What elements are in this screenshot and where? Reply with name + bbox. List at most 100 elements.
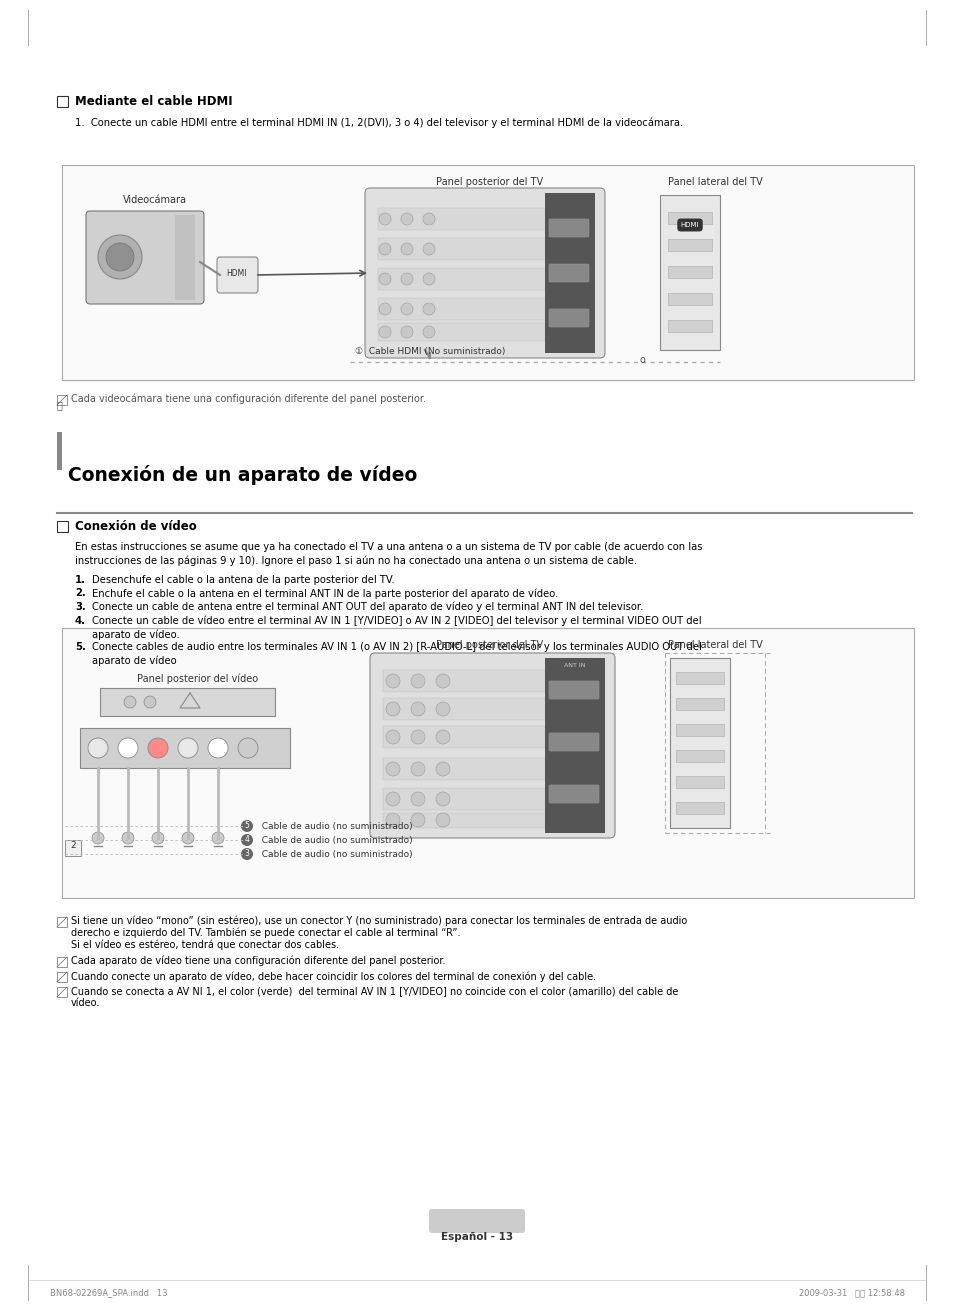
Bar xyxy=(382,814,553,828)
Circle shape xyxy=(386,814,399,827)
Circle shape xyxy=(400,214,413,225)
Bar xyxy=(544,658,604,833)
Text: HDMI: HDMI xyxy=(227,269,247,278)
Text: Videocámara: Videocámara xyxy=(123,195,187,204)
FancyBboxPatch shape xyxy=(86,211,204,304)
Circle shape xyxy=(400,303,413,314)
Circle shape xyxy=(411,793,424,806)
Bar xyxy=(57,96,68,107)
Text: ❓: ❓ xyxy=(57,400,63,410)
Circle shape xyxy=(118,738,138,758)
Text: Panel lateral del TV: Panel lateral del TV xyxy=(667,177,761,187)
Circle shape xyxy=(422,326,435,338)
Text: 1.  Conecte un cable HDMI entre el terminal HDMI IN (1, 2(DVI), 3 o 4) del telev: 1. Conecte un cable HDMI entre el termin… xyxy=(75,118,682,128)
Text: 2: 2 xyxy=(71,841,75,850)
Bar xyxy=(676,802,723,814)
Bar xyxy=(65,840,81,855)
Text: 5.: 5. xyxy=(75,642,86,652)
Circle shape xyxy=(178,738,198,758)
Circle shape xyxy=(386,762,399,776)
Text: Panel lateral del TV: Panel lateral del TV xyxy=(667,641,761,650)
FancyBboxPatch shape xyxy=(548,681,598,700)
Text: 4: 4 xyxy=(244,836,249,845)
FancyBboxPatch shape xyxy=(370,652,615,838)
Circle shape xyxy=(122,832,133,844)
Circle shape xyxy=(400,242,413,255)
Circle shape xyxy=(436,730,450,744)
Bar xyxy=(676,672,723,684)
Bar xyxy=(382,726,553,748)
Bar xyxy=(57,521,68,532)
Text: Cable de audio (no suministrado): Cable de audio (no suministrado) xyxy=(255,849,413,858)
Bar xyxy=(57,958,67,967)
Circle shape xyxy=(378,272,391,286)
Circle shape xyxy=(436,762,450,776)
Text: o: o xyxy=(639,355,645,365)
Circle shape xyxy=(436,675,450,688)
Text: 4.: 4. xyxy=(75,616,86,625)
Text: Desenchufe el cable o la antena de la parte posterior del TV.: Desenchufe el cable o la antena de la pa… xyxy=(91,575,395,586)
Circle shape xyxy=(436,702,450,717)
Circle shape xyxy=(411,702,424,717)
Bar xyxy=(57,972,67,982)
Text: 5: 5 xyxy=(244,821,249,831)
Circle shape xyxy=(144,696,156,707)
Circle shape xyxy=(386,675,399,688)
Circle shape xyxy=(422,272,435,286)
Circle shape xyxy=(212,832,224,844)
Bar xyxy=(382,758,553,779)
Bar xyxy=(80,728,290,768)
Text: Enchufe el cable o la antena en el terminal ANT IN de la parte posterior del apa: Enchufe el cable o la antena en el termi… xyxy=(91,588,558,599)
Circle shape xyxy=(106,242,133,271)
Bar xyxy=(667,320,711,331)
Text: Si el vídeo es estéreo, tendrá que conectar dos cables.: Si el vídeo es estéreo, tendrá que conec… xyxy=(71,941,338,951)
Circle shape xyxy=(436,793,450,806)
Text: aparato de vídeo: aparato de vídeo xyxy=(91,656,176,667)
Circle shape xyxy=(378,326,391,338)
Bar xyxy=(544,193,595,352)
Bar xyxy=(100,688,274,717)
Circle shape xyxy=(378,242,391,255)
Circle shape xyxy=(378,303,391,314)
Circle shape xyxy=(241,820,253,832)
Bar xyxy=(377,238,592,259)
Text: instrucciones de las páginas 9 y 10). Ignore el paso 1 si aún no ha conectado un: instrucciones de las páginas 9 y 10). Ig… xyxy=(75,555,637,566)
Bar xyxy=(669,658,729,828)
FancyBboxPatch shape xyxy=(365,189,604,358)
Bar xyxy=(57,917,67,927)
Bar xyxy=(57,396,67,405)
Text: 1.: 1. xyxy=(75,575,86,586)
Circle shape xyxy=(436,814,450,827)
Bar xyxy=(676,724,723,736)
Bar xyxy=(667,212,711,224)
Bar xyxy=(57,986,67,997)
Text: 3: 3 xyxy=(244,849,249,858)
FancyBboxPatch shape xyxy=(548,265,588,282)
Circle shape xyxy=(386,730,399,744)
Bar xyxy=(667,266,711,278)
Bar xyxy=(57,432,62,470)
Circle shape xyxy=(400,326,413,338)
Bar xyxy=(382,789,553,810)
Bar xyxy=(174,215,194,300)
Text: Mediante el cable HDMI: Mediante el cable HDMI xyxy=(75,96,233,107)
Bar xyxy=(382,698,553,720)
Bar xyxy=(382,669,553,692)
Circle shape xyxy=(124,696,136,707)
Text: Cuando se conecta a AV NI 1, el color (verde)  del terminal AV IN 1 [Y/VIDEO] no: Cuando se conecta a AV NI 1, el color (v… xyxy=(71,986,678,996)
FancyBboxPatch shape xyxy=(548,785,598,803)
Bar xyxy=(676,698,723,710)
Circle shape xyxy=(422,242,435,255)
Bar xyxy=(377,269,592,290)
Text: 2009-03-31   오후 12:58:48: 2009-03-31 오후 12:58:48 xyxy=(799,1288,904,1297)
Text: Panel posterior del vídeo: Panel posterior del vídeo xyxy=(137,673,258,684)
Text: Cuando conecte un aparato de vídeo, debe hacer coincidir los colores del termina: Cuando conecte un aparato de vídeo, debe… xyxy=(71,971,596,981)
Circle shape xyxy=(237,738,257,758)
Circle shape xyxy=(378,214,391,225)
Text: Conecte un cable de vídeo entre el terminal AV IN 1 [Y/VIDEO] o AV IN 2 [VIDEO] : Conecte un cable de vídeo entre el termi… xyxy=(91,616,700,626)
Text: Conecte cables de audio entre los terminales AV IN 1 (o AV IN 2) [R-AUDIO-L] del: Conecte cables de audio entre los termin… xyxy=(91,642,701,652)
Circle shape xyxy=(182,832,193,844)
FancyBboxPatch shape xyxy=(216,257,257,293)
Text: aparato de vídeo.: aparato de vídeo. xyxy=(91,629,179,639)
Circle shape xyxy=(98,234,142,279)
